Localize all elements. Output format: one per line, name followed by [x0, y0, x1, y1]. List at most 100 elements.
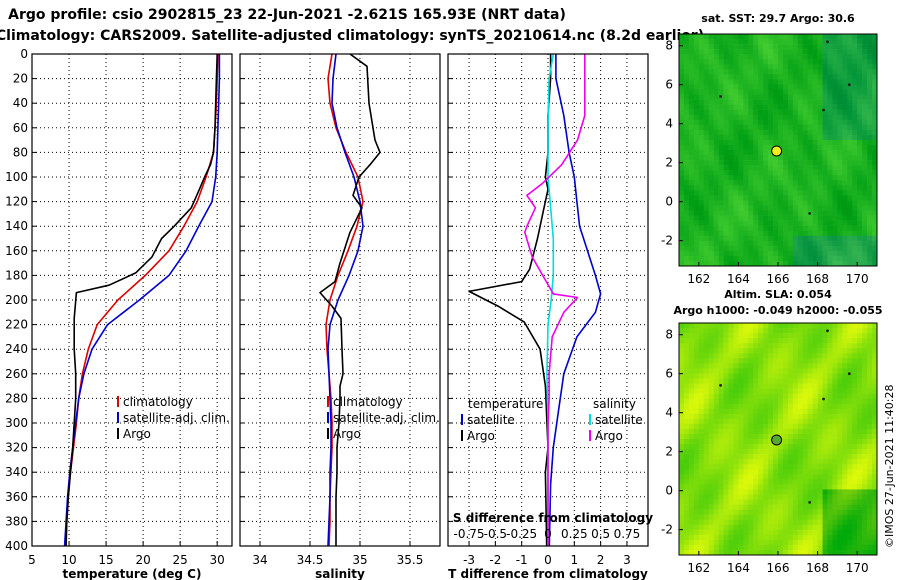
map-cell: [733, 119, 739, 126]
map-cell: [842, 403, 848, 410]
map-cell: [787, 454, 794, 460]
map-cell: [693, 544, 700, 551]
map-cell: [832, 549, 838, 556]
map-cell: [817, 383, 823, 389]
map-cell: [822, 549, 828, 556]
map-cell: [708, 230, 714, 237]
map-cell: [773, 459, 779, 465]
map-cell: [718, 539, 724, 546]
map-cell: [872, 34, 878, 40]
map-cell: [787, 489, 794, 495]
map-cell: [807, 235, 813, 242]
map-cell: [743, 514, 749, 520]
map-cell: [797, 464, 804, 470]
map-cell: [738, 363, 744, 369]
map-cell: [797, 210, 804, 216]
map-cell: [718, 348, 724, 354]
map-cell: [683, 428, 690, 435]
map-cell: [733, 353, 739, 359]
map-cell: [852, 499, 858, 505]
map-cell: [812, 323, 818, 329]
map-cell: [812, 74, 818, 80]
map-cell: [797, 514, 804, 520]
x-tick-label: 10: [61, 553, 76, 567]
map-cell: [807, 49, 813, 55]
map-cell: [763, 134, 769, 141]
map-cell: [753, 499, 759, 505]
map-cell: [703, 423, 709, 430]
map-cell: [822, 504, 828, 510]
map-cell: [758, 408, 764, 415]
map-cell: [683, 144, 690, 151]
map-cell: [802, 413, 808, 420]
map-cell: [832, 44, 838, 50]
map-cell: [758, 549, 764, 556]
map-cell: [738, 368, 744, 374]
map-cell: [693, 514, 700, 520]
map-cell: [758, 504, 764, 510]
map-cell: [782, 129, 789, 136]
map-cell: [872, 185, 878, 191]
map-cell: [797, 549, 804, 556]
map-cell: [802, 489, 808, 495]
map-cell: [723, 64, 729, 70]
map-cell: [852, 433, 858, 440]
map-cell: [802, 170, 808, 176]
map-cell: [782, 255, 789, 262]
map-cell: [688, 250, 695, 257]
map-cell: [787, 514, 794, 520]
map-cell: [743, 255, 749, 262]
map-cell: [718, 333, 724, 339]
map-cell: [758, 39, 764, 45]
map-cell: [832, 353, 838, 359]
map-cell: [703, 185, 709, 191]
map-cell: [812, 444, 818, 450]
map-cell: [847, 260, 853, 267]
map-cell: [852, 464, 858, 470]
map-cell: [738, 489, 744, 495]
map-cell: [768, 175, 774, 181]
map-cell: [778, 39, 784, 45]
map-cell: [763, 89, 769, 95]
map-cell: [872, 363, 878, 369]
map-cell: [773, 403, 779, 410]
map-cell: [852, 439, 858, 445]
map-cell: [733, 99, 739, 105]
map-cell: [738, 534, 744, 541]
map-cell: [807, 190, 813, 196]
map-cell: [679, 539, 685, 546]
map-cell: [797, 260, 804, 267]
map-cell: [763, 195, 769, 201]
map-cell: [827, 260, 833, 267]
map-cell: [758, 388, 764, 394]
map-cell: [733, 373, 739, 379]
map-cell: [773, 49, 779, 55]
map-cell: [679, 150, 685, 156]
map-cell: [708, 250, 714, 257]
map-cell: [782, 328, 789, 334]
map-cell: [797, 358, 804, 364]
map-cell: [763, 549, 769, 556]
map-cell: [812, 155, 818, 161]
map-cell: [748, 165, 754, 171]
map-cell: [713, 333, 719, 339]
map-cell: [842, 54, 848, 60]
map-cell: [703, 514, 709, 520]
map-cell: [723, 89, 729, 95]
map-cell: [713, 343, 719, 349]
map-cell: [837, 59, 843, 65]
map-cell: [787, 69, 794, 75]
map-cell: [857, 84, 863, 90]
map-cell: [782, 250, 789, 257]
map-cell: [718, 79, 724, 85]
map-cell: [792, 255, 799, 262]
map-cell: [817, 449, 823, 455]
map-cell: [862, 180, 868, 186]
map-cell: [837, 150, 843, 156]
map-cell: [758, 69, 764, 75]
map-cell: [822, 383, 828, 389]
map-cell: [862, 210, 868, 216]
map-cell: [718, 84, 724, 90]
map-cell: [773, 64, 779, 70]
map-cell: [738, 393, 744, 399]
